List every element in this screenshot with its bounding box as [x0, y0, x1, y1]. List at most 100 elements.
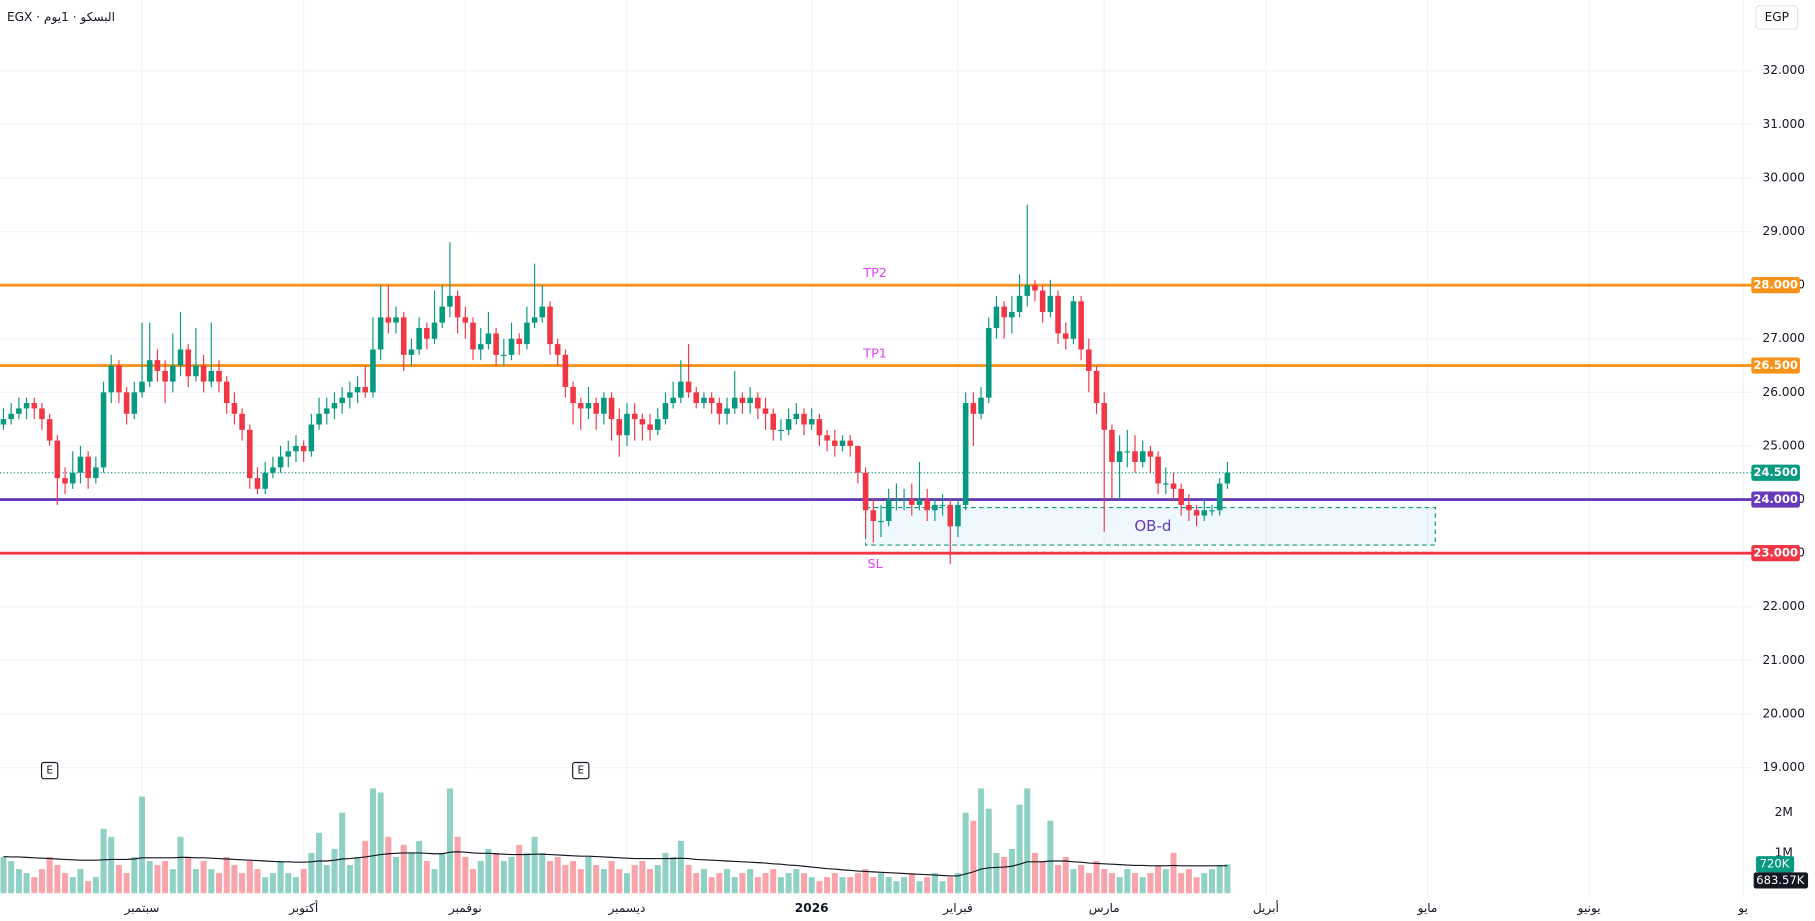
currency-box[interactable]: [1755, 5, 1799, 30]
candle-body: [578, 403, 584, 409]
volume-bar: [993, 852, 1000, 894]
candle-body: [316, 413, 322, 425]
volume-bar: [885, 877, 892, 894]
candle-body: [662, 403, 669, 420]
candle-body: [231, 403, 238, 414]
candle-body: [1086, 349, 1092, 371]
volume-bar: [8, 861, 15, 894]
volume-bar: [978, 788, 985, 894]
candle-body: [69, 472, 76, 484]
y-tick-label: 29.000: [1763, 224, 1805, 238]
level-tag-label: 23.000: [1753, 546, 1798, 560]
candle-body: [39, 408, 45, 420]
volume-bar: [1062, 856, 1069, 894]
last-price-label: 24.500: [1753, 465, 1798, 479]
candle-body: [808, 419, 815, 425]
volume-bar: [985, 808, 992, 894]
candle-body: [978, 397, 984, 414]
candle-body: [308, 424, 315, 452]
volume-bar: [801, 873, 808, 894]
volume-bar: [570, 861, 577, 894]
volume-bar: [154, 865, 161, 894]
candle-body: [531, 317, 538, 323]
volume-bar: [1139, 877, 1146, 894]
candle-body: [862, 472, 869, 511]
candle-body: [216, 370, 222, 382]
volume-bar: [146, 861, 153, 894]
price-pane: OB-d TP2 TP1 SL E E: [0, 204, 1754, 780]
volume-bar: [285, 873, 292, 894]
volume-bar: [0, 856, 7, 894]
candle-body: [139, 381, 145, 393]
y-tick-label: 30.000: [1763, 170, 1805, 184]
volume-bar: [1216, 865, 1223, 894]
candle-body: [1101, 403, 1107, 430]
volume-bar: [31, 877, 38, 894]
zone-label: OB-d: [1134, 517, 1171, 535]
volume-bar: [623, 873, 630, 894]
volume-bar: [369, 788, 376, 894]
volume-bar: [323, 865, 330, 894]
candle-body: [1178, 488, 1184, 505]
volume-bar: [339, 812, 346, 894]
candle-body: [1193, 510, 1200, 516]
candle-body: [624, 413, 630, 436]
volume-bar: [916, 881, 923, 894]
volume-bar: [1147, 873, 1154, 894]
candle-body: [1078, 301, 1084, 350]
volume-bar: [292, 877, 299, 894]
volume-bar: [470, 869, 477, 894]
candle-body: [347, 392, 353, 398]
candle-body: [485, 333, 492, 345]
volume-bar: [662, 852, 669, 894]
candle-body: [708, 397, 715, 404]
candle-body: [1224, 472, 1231, 484]
candle-body: [755, 397, 761, 409]
volume-bar: [393, 856, 400, 894]
candle-body: [1116, 451, 1123, 463]
volume-bar: [708, 877, 715, 894]
candle-body: [1024, 285, 1031, 296]
volume-bar: [762, 873, 769, 894]
y-tick-label: 27.000: [1763, 331, 1805, 345]
candle-body: [1170, 483, 1177, 489]
volume-bar: [654, 865, 661, 894]
candle-body: [724, 408, 730, 414]
volume-bar: [431, 869, 438, 894]
candle-body: [262, 472, 268, 489]
x-tick-label: ديسمبر: [607, 901, 645, 916]
volume-bar: [1078, 865, 1085, 894]
volume-bar: [439, 852, 446, 894]
y-tick-label: 25.000: [1763, 438, 1805, 452]
volume-bar: [693, 873, 700, 894]
volume-bar: [246, 861, 253, 894]
volume-pane: [0, 788, 1231, 894]
candle-body: [570, 386, 576, 404]
candle-body: [1001, 306, 1007, 318]
x-tick-label: فبراير: [942, 901, 973, 916]
volume-bar: [38, 869, 45, 894]
candle-body: [739, 397, 746, 404]
volume-ma-line: [3, 851, 1228, 877]
volume-bar: [647, 869, 654, 894]
volume-bar: [716, 873, 723, 894]
volume-bar: [269, 873, 276, 894]
currency[interactable]: EGP: [1765, 10, 1789, 24]
volume-bar: [362, 840, 369, 894]
volume-bar: [54, 865, 61, 894]
candle-body: [100, 392, 107, 468]
candle-body: [701, 397, 707, 404]
volume-bar: [546, 861, 554, 894]
volume-bar: [785, 873, 792, 894]
volume-bar: [631, 865, 638, 894]
candle-body: [1032, 285, 1038, 291]
volume-bar: [1208, 869, 1215, 894]
volume-bar: [1201, 873, 1208, 894]
candle-body: [31, 403, 38, 409]
candle-body: [385, 317, 392, 323]
volume-bar: [1170, 852, 1177, 894]
volume-bar: [739, 873, 746, 894]
volume-bar: [331, 848, 338, 894]
candle-body: [85, 456, 91, 479]
